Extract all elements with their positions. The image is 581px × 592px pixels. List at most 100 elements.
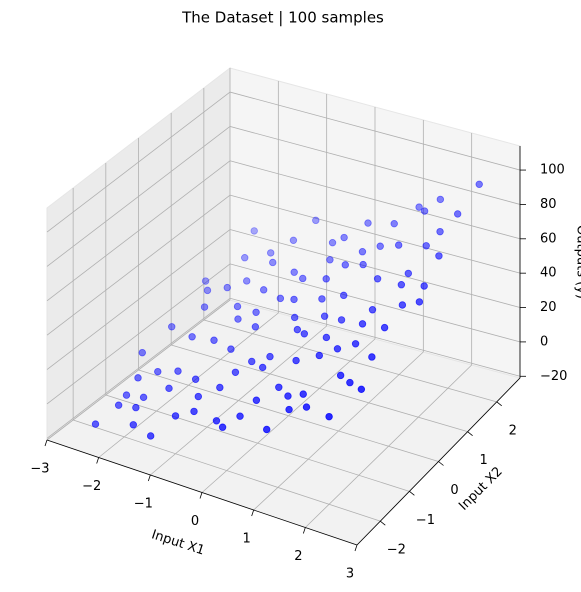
data-point — [357, 385, 366, 394]
data-point — [358, 248, 367, 256]
data-point — [302, 403, 311, 411]
grid-line — [229, 160, 521, 240]
y-tick — [380, 520, 386, 526]
data-point — [168, 323, 176, 331]
x-axis-label: Input X1 — [150, 527, 207, 558]
data-point — [415, 298, 424, 306]
data-point — [322, 333, 331, 342]
data-point — [300, 330, 309, 338]
data-point — [129, 421, 138, 429]
data-point — [292, 356, 300, 365]
x-tick — [96, 457, 100, 464]
data-point — [299, 274, 307, 283]
data-point — [422, 242, 430, 250]
grid-line — [229, 297, 521, 377]
data-point — [248, 357, 256, 366]
grid-line — [229, 229, 521, 308]
x-tick — [147, 474, 151, 482]
data-point — [200, 303, 209, 311]
data-point — [216, 383, 224, 392]
data-point — [390, 219, 398, 228]
data-point — [368, 353, 376, 361]
data-point — [326, 256, 334, 264]
grid-line — [229, 194, 521, 274]
y-tick — [496, 401, 502, 407]
data-point — [201, 277, 210, 285]
x-tick-label: 1 — [243, 532, 251, 547]
data-point — [380, 323, 389, 332]
data-point — [340, 291, 348, 300]
data-point — [269, 258, 277, 267]
y-tick — [409, 491, 415, 496]
y-tick-label: −2 — [387, 543, 406, 558]
x-tick-label: 0 — [191, 514, 199, 529]
data-point — [290, 313, 299, 322]
data-point — [285, 405, 293, 414]
grid-line — [46, 229, 231, 370]
data-point — [146, 432, 155, 440]
data-point — [320, 312, 329, 320]
data-point — [188, 333, 196, 341]
data-point — [275, 383, 283, 391]
data-point — [404, 269, 413, 278]
data-point — [212, 417, 221, 425]
grid-line — [171, 344, 468, 433]
data-point — [218, 423, 227, 431]
data-point — [241, 254, 249, 262]
x-tick — [199, 492, 203, 499]
data-point — [210, 336, 218, 344]
grid-line — [138, 369, 439, 462]
x-tick-label: 2 — [294, 549, 302, 564]
data-point — [394, 241, 403, 249]
grid-line — [46, 91, 231, 233]
data-point — [340, 233, 348, 242]
data-point — [251, 323, 260, 331]
grid-line — [46, 160, 231, 302]
data-point — [299, 390, 307, 398]
data-point — [194, 392, 203, 401]
data-point — [453, 210, 462, 218]
grid-line — [105, 394, 410, 492]
data-point — [263, 425, 271, 434]
grid-line — [46, 297, 231, 439]
data-point — [223, 283, 231, 292]
data-point — [328, 238, 337, 247]
y-tick-label: 0 — [450, 483, 458, 498]
x-tick-label: −2 — [82, 479, 101, 494]
data-point — [376, 242, 384, 250]
data-point — [171, 412, 180, 420]
data-point — [289, 236, 298, 245]
x-axis-line — [46, 439, 358, 546]
x-tick — [251, 509, 255, 517]
grid-line — [229, 91, 521, 171]
data-point — [336, 371, 345, 380]
data-point — [231, 368, 240, 376]
z-tick-label: 60 — [540, 231, 557, 246]
data-point — [368, 306, 377, 314]
z-tick-label: 0 — [540, 334, 548, 349]
z-tick-label: 20 — [540, 300, 557, 315]
x-tick — [44, 439, 48, 447]
data-point — [415, 203, 423, 211]
data-point — [276, 294, 285, 303]
data-point — [475, 180, 483, 189]
z-tick-label: 40 — [540, 266, 557, 281]
data-point — [134, 374, 142, 382]
x-tick-label: 3 — [346, 567, 354, 582]
y-tick — [467, 431, 473, 436]
data-point — [436, 195, 445, 204]
data-point — [420, 207, 429, 215]
data-point — [165, 384, 173, 393]
z-tick-label: 100 — [540, 163, 565, 178]
grid-line — [229, 263, 521, 343]
data-point — [397, 281, 406, 289]
x-tick — [302, 527, 306, 534]
x-tick-label: −1 — [134, 497, 153, 512]
data-point — [318, 295, 326, 303]
data-point — [191, 375, 200, 383]
y-tick-label: 1 — [479, 453, 487, 468]
data-point — [203, 286, 212, 295]
data-point — [293, 325, 302, 334]
data-point — [154, 367, 162, 376]
